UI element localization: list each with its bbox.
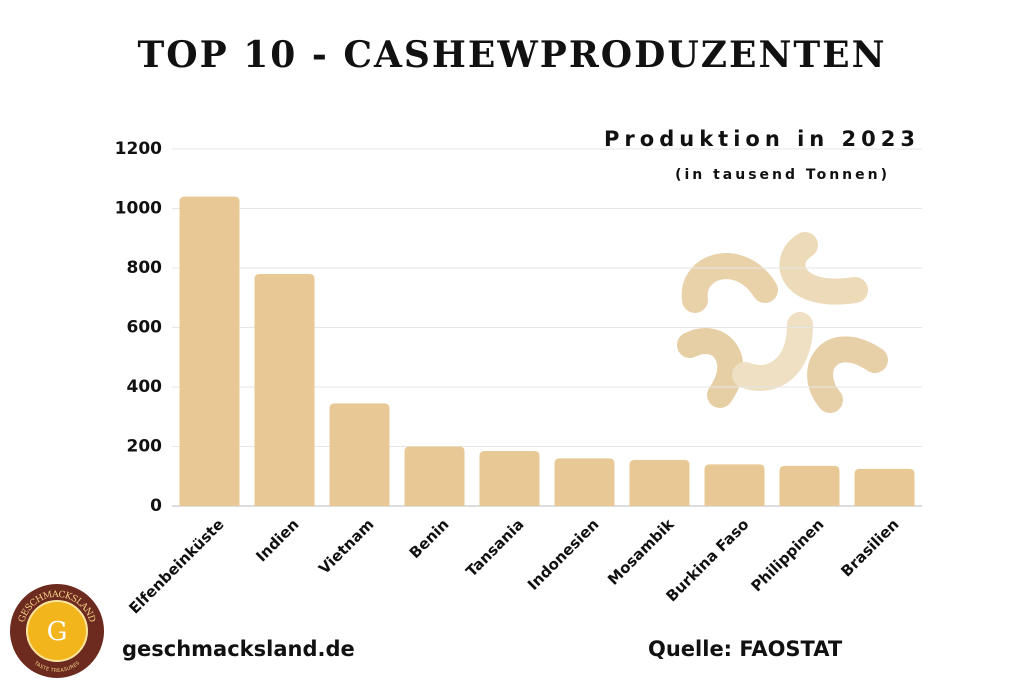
bar [404, 446, 465, 506]
source: Quelle: FAOSTAT [648, 637, 843, 661]
logo: GESCHMACKSLAND TASTE TREASURES G [10, 584, 104, 678]
bar [704, 464, 765, 506]
bar [854, 468, 915, 506]
y-tick-label: 1000 [115, 199, 162, 219]
y-tick-label: 400 [127, 377, 163, 397]
bar [629, 459, 690, 506]
chart-subtitle: Produktion in 2023 [604, 127, 920, 151]
unit-note: (in tausend Tonnen) [675, 167, 890, 183]
y-tick-label: 200 [127, 437, 163, 457]
website: geschmacksland.de [122, 637, 355, 661]
bar [254, 273, 315, 506]
logo-center [26, 600, 88, 662]
bar [779, 465, 840, 506]
cashew-illustration [677, 232, 888, 413]
logo-letter: G [47, 617, 68, 647]
bar [179, 196, 240, 506]
bar [479, 450, 540, 506]
y-tick-label: 600 [127, 318, 163, 338]
bar [329, 403, 390, 506]
y-tick-label: 0 [150, 496, 162, 516]
y-tick-label: 1200 [115, 139, 162, 159]
bar [554, 458, 615, 506]
chart-title: TOP 10 - CASHEWPRODUZENTEN [137, 34, 886, 76]
y-tick-label: 800 [127, 258, 163, 278]
